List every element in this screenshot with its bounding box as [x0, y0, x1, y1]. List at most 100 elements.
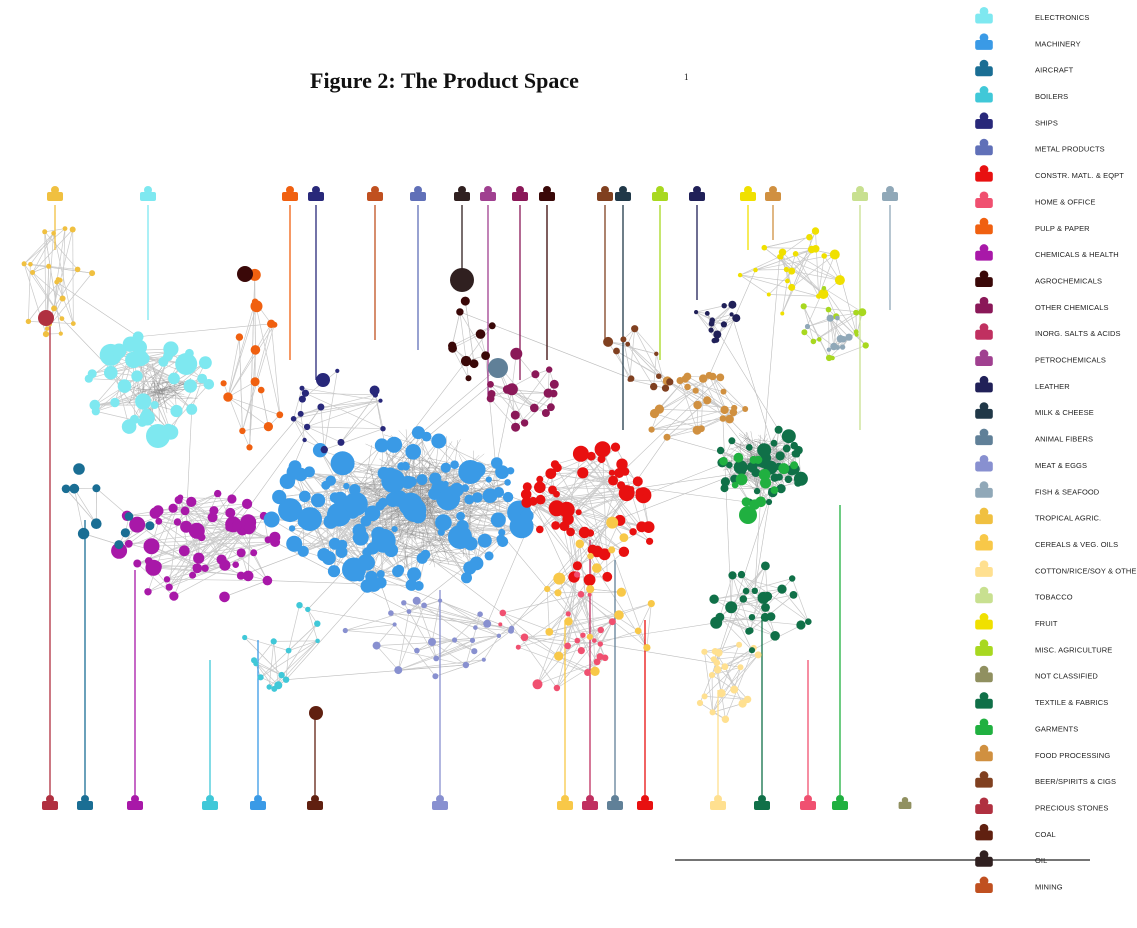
- product-node: [520, 489, 532, 500]
- edge: [279, 496, 423, 559]
- product-node: [317, 403, 325, 411]
- product-node: [239, 427, 246, 435]
- edge: [253, 660, 282, 676]
- product-node: [548, 485, 557, 495]
- icon-head: [769, 186, 777, 194]
- product-node: [731, 404, 738, 412]
- icon-body: [454, 192, 470, 201]
- sector-icon: [975, 323, 993, 340]
- icon-head: [979, 7, 989, 16]
- product-node: [656, 373, 662, 380]
- edge: [56, 228, 66, 283]
- edge: [436, 439, 461, 480]
- edge: [345, 624, 395, 631]
- edge: [268, 641, 275, 688]
- edge: [323, 370, 338, 450]
- product-node: [70, 321, 76, 326]
- product-node: [761, 244, 768, 251]
- sector-icon: [975, 507, 993, 525]
- product-node: [401, 600, 407, 606]
- edge: [227, 381, 256, 398]
- product-node: [276, 411, 284, 419]
- edge: [151, 541, 276, 547]
- edge: [707, 400, 734, 413]
- product-node: [28, 262, 33, 267]
- product-node: [145, 521, 155, 531]
- icon-body: [754, 801, 770, 810]
- product-node: [535, 494, 546, 505]
- product-node: [30, 270, 36, 275]
- product-node: [488, 358, 508, 378]
- product-node: [450, 268, 474, 292]
- product-node: [725, 601, 738, 614]
- product-node: [834, 275, 845, 286]
- edge: [739, 274, 769, 295]
- product-node: [431, 433, 447, 449]
- icon-body: [975, 883, 993, 894]
- product-node: [493, 487, 505, 498]
- product-node: [475, 329, 486, 339]
- icon-head: [458, 186, 466, 194]
- product-node: [392, 622, 397, 627]
- product-node: [781, 429, 796, 444]
- product-node: [575, 509, 582, 516]
- edge: [242, 323, 272, 431]
- product-node: [510, 347, 523, 360]
- product-node: [91, 518, 102, 529]
- product-node: [853, 309, 859, 316]
- legend-label: TOBACCO: [1035, 593, 1073, 602]
- product-node: [807, 245, 816, 254]
- icon-head: [979, 876, 989, 886]
- product-node: [394, 666, 403, 675]
- sector-icon: [250, 795, 266, 810]
- edge: [772, 456, 782, 464]
- sector-icon: [557, 795, 573, 810]
- icon-head: [979, 665, 989, 675]
- sector-icon: [975, 692, 993, 709]
- edge: [591, 455, 620, 474]
- product-node: [381, 468, 406, 493]
- footnote-marker: 1: [684, 72, 689, 82]
- edge: [120, 387, 198, 399]
- icon-head: [979, 797, 989, 807]
- edge: [454, 639, 475, 652]
- product-node: [586, 633, 594, 640]
- product-node: [629, 528, 637, 536]
- legend-label: PETROCHEMICALS: [1035, 356, 1106, 365]
- product-node: [485, 476, 492, 483]
- product-node: [469, 359, 479, 369]
- edge: [227, 396, 269, 427]
- product-node: [692, 387, 699, 394]
- product-node: [709, 709, 716, 716]
- product-node: [77, 527, 90, 540]
- icon-body: [975, 198, 993, 208]
- edge: [301, 387, 381, 402]
- product-node: [435, 514, 452, 531]
- icon-head: [46, 795, 54, 803]
- edge: [723, 391, 735, 409]
- edge: [829, 318, 835, 347]
- product-node: [495, 465, 509, 479]
- icon-head: [436, 795, 444, 803]
- legend-label: GARMENTS: [1035, 724, 1078, 733]
- product-node: [592, 563, 602, 573]
- icon-head: [601, 186, 609, 194]
- icon-body: [975, 329, 993, 340]
- product-node: [84, 374, 93, 383]
- product-node: [411, 426, 425, 440]
- product-node: [597, 641, 603, 647]
- edge: [459, 311, 469, 379]
- product-node: [775, 451, 785, 461]
- product-node: [551, 521, 560, 530]
- product-node: [375, 576, 387, 589]
- product-node: [648, 426, 655, 433]
- product-node: [835, 315, 840, 321]
- product-node: [420, 549, 431, 560]
- product-node: [739, 595, 748, 603]
- product-node: [69, 483, 80, 494]
- icon-body: [852, 192, 868, 201]
- product-node: [168, 503, 178, 513]
- product-node: [742, 587, 750, 595]
- icon-body: [975, 487, 993, 498]
- product-node: [717, 689, 726, 698]
